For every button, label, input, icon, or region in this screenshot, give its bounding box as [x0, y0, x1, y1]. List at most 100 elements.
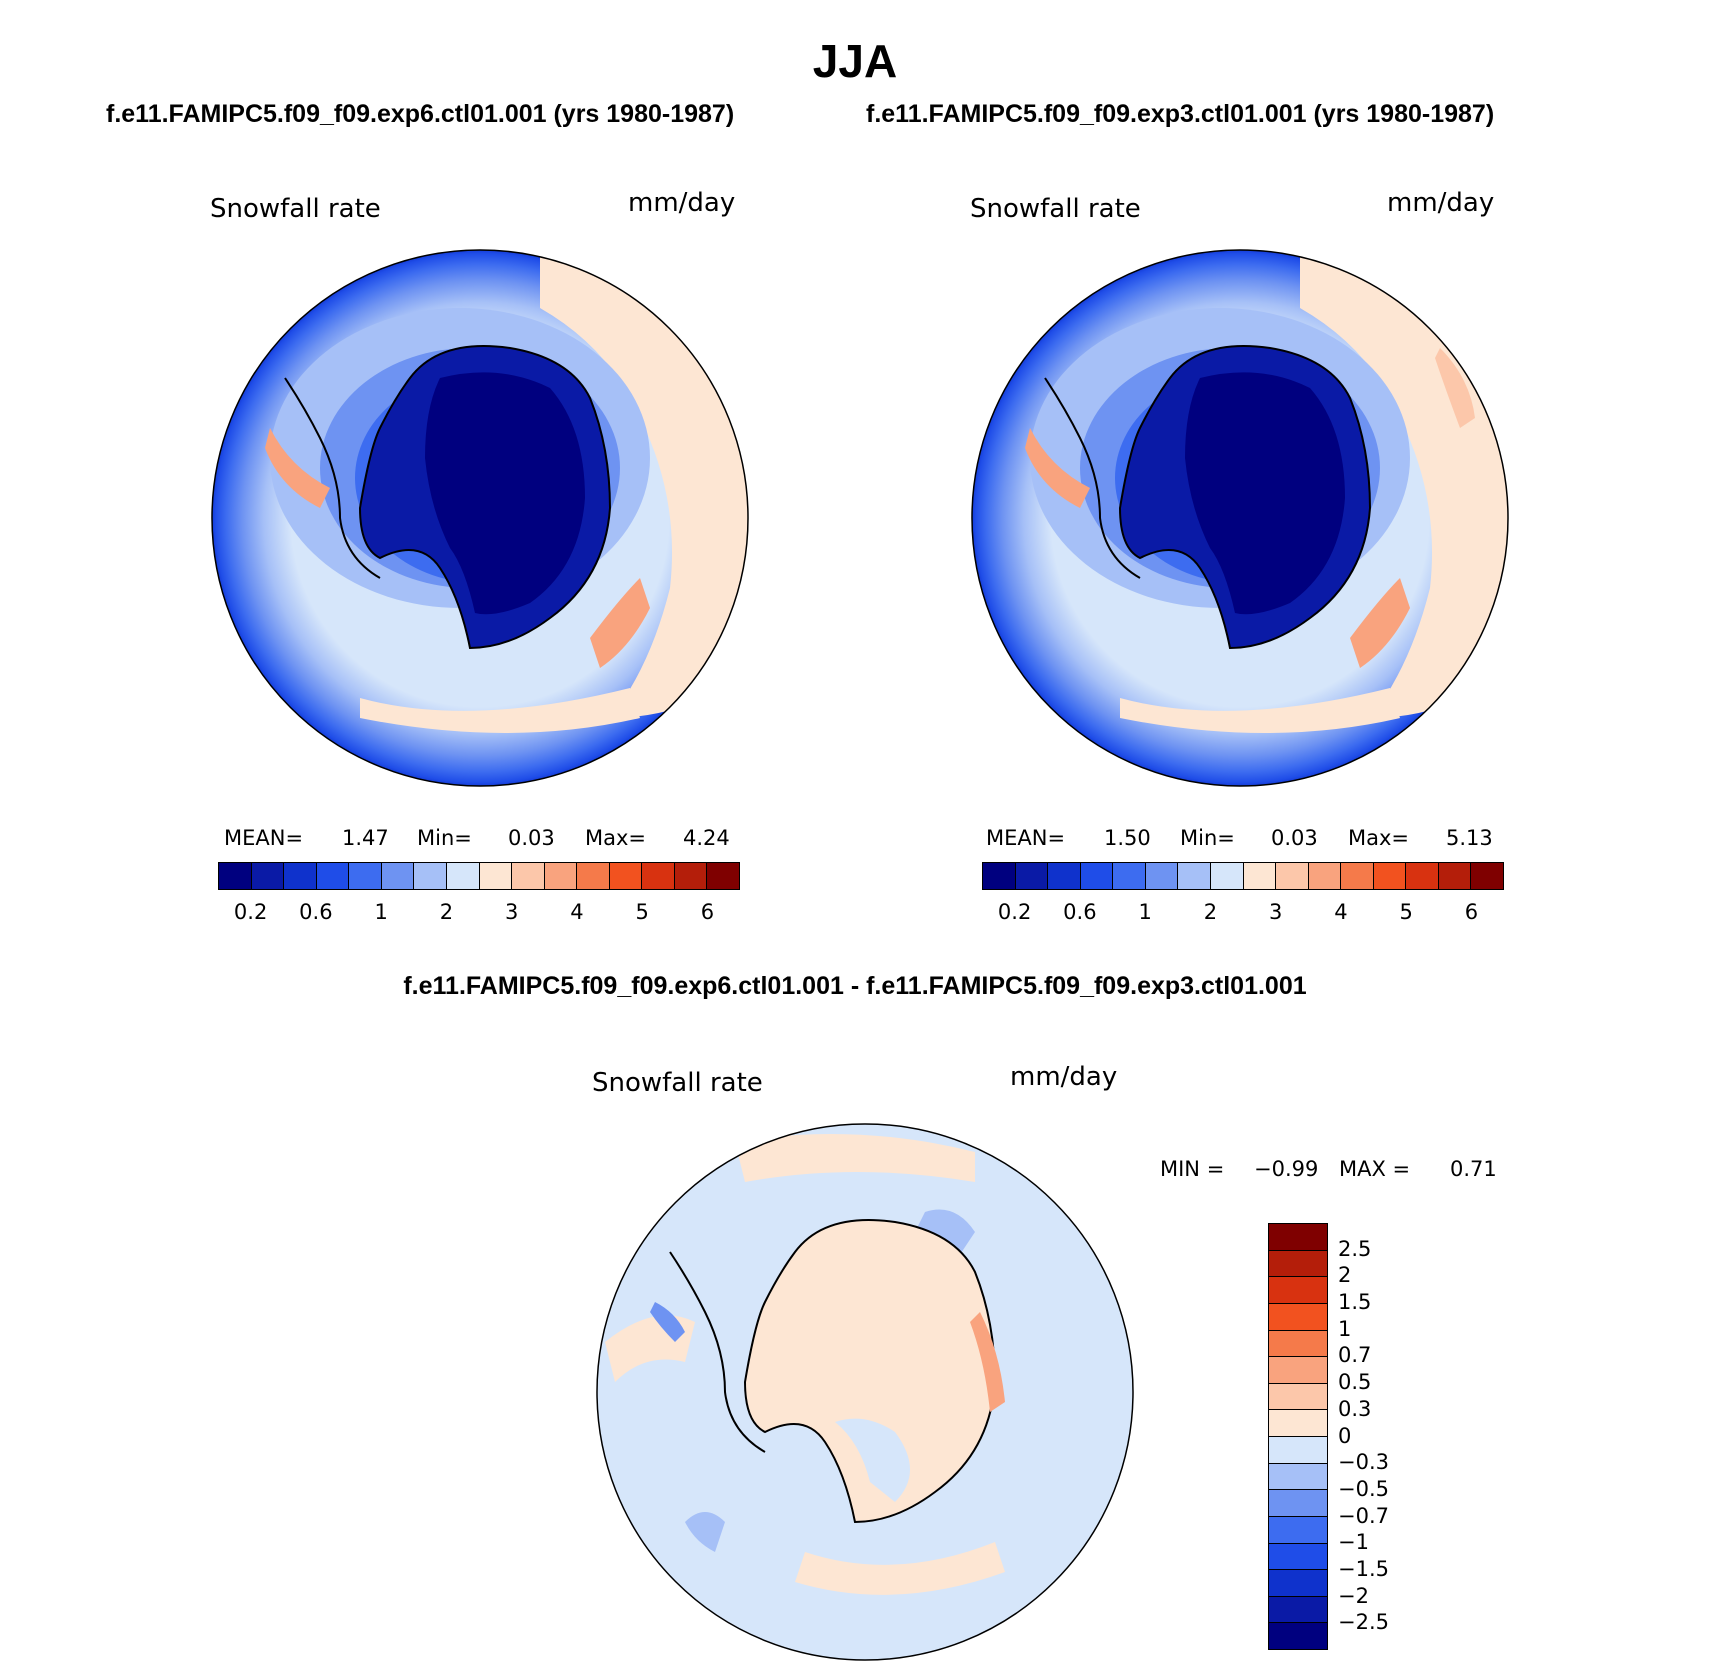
difference-colorbar-swatch: [1269, 1543, 1327, 1571]
difference-colorbar-swatch: [1269, 1224, 1327, 1251]
difference-colorbar-tick-label: −1: [1338, 1530, 1369, 1555]
panel-2-colorbar-tick-label: 6: [1464, 900, 1479, 924]
difference-colorbar-tick-label: 0.7: [1338, 1343, 1372, 1368]
panel-1-colorbar-swatch: [446, 863, 480, 889]
panel-1-colorbar-swatch: [577, 863, 610, 889]
difference-variable-label: Snowfall rate: [592, 1068, 763, 1098]
difference-colorbar-tick-label: −0.7: [1338, 1503, 1389, 1528]
difference-colorbar-swatch: [1269, 1490, 1327, 1517]
panel-2-max-label: Max=: [1348, 826, 1410, 850]
panel-2-variable-label: Snowfall rate: [970, 194, 1141, 224]
panel-2-colorbar-swatch: [1406, 863, 1439, 889]
panel-1-colorbar-swatch: [707, 863, 739, 889]
panel-1-colorbar-tick-label: 2: [439, 900, 454, 924]
main-title: JJA: [812, 35, 898, 87]
difference-max-label: MAX =: [1339, 1157, 1411, 1181]
difference-units-label: mm/day: [1010, 1062, 1118, 1092]
panel-1-variable-label: Snowfall rate: [210, 194, 381, 224]
difference-antarctica-landmass: [743, 1219, 997, 1524]
panel-1-colorbar: [218, 862, 740, 890]
panel-2-units-label: mm/day: [1387, 188, 1495, 218]
panel-2-colorbar-tick-label: 5: [1399, 900, 1413, 924]
difference-colorbar-swatch: [1269, 1410, 1327, 1437]
panel-2-colorbar-swatch: [1243, 863, 1277, 889]
panel-1-mean-label: MEAN=: [224, 826, 304, 850]
difference-min-value: −0.99: [1254, 1157, 1319, 1181]
panel-1-colorbar-swatch: [251, 863, 285, 889]
difference-colorbar-tick-label: 2: [1338, 1263, 1352, 1288]
difference-colorbar-swatch: [1269, 1570, 1327, 1597]
panel-1-colorbar-swatch: [642, 863, 675, 889]
panel-1-colorbar-tick-label: 4: [570, 900, 584, 924]
panel-1-polar-map: [211, 249, 749, 787]
difference-colorbar-swatch: [1269, 1437, 1327, 1464]
panel-2-colorbar: [982, 862, 1504, 890]
panel-1-case-title: f.e11.FAMIPC5.f09_f09.exp6.ctl01.001 (yr…: [106, 100, 735, 128]
panel-2-colorbar-tick-label: 1: [1138, 900, 1152, 924]
difference-min-label: MIN =: [1160, 1157, 1225, 1181]
panel-1-colorbar-swatch: [512, 863, 545, 889]
difference-colorbar: [1268, 1223, 1328, 1650]
panel-1-colorbar-swatch: [349, 863, 382, 889]
panel-1-max-value: 4.24: [683, 826, 730, 850]
difference-colorbar-swatch: [1269, 1596, 1327, 1624]
difference-colorbar-swatch: [1269, 1303, 1327, 1331]
difference-colorbar-tick-label: −0.5: [1338, 1476, 1389, 1501]
panel-1-colorbar-swatch: [381, 863, 415, 889]
panel-2-colorbar-swatch: [1341, 863, 1374, 889]
difference-colorbar-swatch: [1269, 1357, 1327, 1384]
panel-2-max-value: 5.13: [1446, 826, 1493, 850]
panel-1-colorbar-tick-label: 0.2: [233, 900, 268, 924]
panel-2-colorbar-tick-label: 4: [1334, 900, 1348, 924]
panel-2-colorbar-swatch: [983, 863, 1016, 889]
difference-colorbar-tick-label: 0.3: [1338, 1396, 1372, 1421]
panel-1-units-label: mm/day: [628, 188, 736, 218]
panel-2-colorbar-swatch: [1145, 863, 1179, 889]
difference-colorbar-tick-label: 2.5: [1338, 1236, 1372, 1261]
panel-2-colorbar-swatch: [1015, 863, 1049, 889]
panel-2-mean-value: 1.50: [1104, 826, 1151, 850]
panel-1-colorbar-tick-label: 1: [374, 900, 388, 924]
panel-1-colorbar-swatch: [479, 863, 513, 889]
panel-2-min-label: Min=: [1180, 826, 1235, 850]
panel-2-case-title: f.e11.FAMIPC5.f09_f09.exp3.ctl01.001 (yr…: [866, 100, 1495, 128]
difference-colorbar-swatch: [1269, 1623, 1327, 1649]
difference-colorbar-tick-label: 0: [1338, 1423, 1352, 1448]
difference-colorbar-tick-label: 1.5: [1338, 1290, 1372, 1315]
panel-2-polar-map: [971, 249, 1509, 787]
panel-1-colorbar-swatch: [284, 863, 317, 889]
panel-2-colorbar-swatch: [1080, 863, 1114, 889]
panel-1-colorbar-swatch: [316, 863, 350, 889]
difference-colorbar-tick-label: −1.5: [1338, 1556, 1389, 1581]
panel-1-colorbar-tick-label: 0.6: [299, 900, 333, 924]
difference-colorbar-swatch: [1269, 1383, 1327, 1411]
panel-1-colorbar-tick-label: 6: [700, 900, 715, 924]
panel-2-colorbar-swatch: [1471, 863, 1503, 889]
difference-colorbar-swatch: [1269, 1250, 1327, 1278]
difference-colorbar-tick-label: −2.5: [1338, 1610, 1389, 1635]
panel-2-colorbar-tick-label: 3: [1268, 900, 1283, 924]
panel-1-min-value: 0.03: [508, 826, 555, 850]
panel-1-colorbar-swatch: [674, 863, 708, 889]
difference-colorbar-tick-label: −0.3: [1338, 1450, 1389, 1475]
panel-2-colorbar-swatch: [1276, 863, 1309, 889]
panel-2-colorbar-swatch: [1210, 863, 1244, 889]
panel-2-colorbar-tick-label: 2: [1203, 900, 1218, 924]
panel-2-colorbar-swatch: [1373, 863, 1407, 889]
difference-colorbar-tick-label: 0.5: [1338, 1370, 1372, 1395]
panel-1-colorbar-swatch: [414, 863, 447, 889]
panel-1-mean-value: 1.47: [342, 826, 389, 850]
difference-title: f.e11.FAMIPC5.f09_f09.exp6.ctl01.001 - f…: [403, 972, 1307, 1000]
panel-2-colorbar-swatch: [1178, 863, 1211, 889]
difference-colorbar-tick-label: 1: [1338, 1316, 1352, 1341]
difference-colorbar-tick-label: −2: [1338, 1583, 1369, 1608]
difference-colorbar-swatch: [1269, 1516, 1327, 1544]
panel-1-colorbar-tick-label: 3: [504, 900, 519, 924]
panel-2-colorbar-swatch: [1438, 863, 1472, 889]
panel-2-colorbar-swatch: [1048, 863, 1081, 889]
difference-colorbar-swatch: [1269, 1330, 1327, 1358]
panel-2-min-value: 0.03: [1271, 826, 1318, 850]
difference-polar-map: [596, 1123, 1134, 1661]
panel-2-colorbar-swatch: [1308, 863, 1342, 889]
panel-2-colorbar-tick-label: 0.2: [997, 900, 1032, 924]
